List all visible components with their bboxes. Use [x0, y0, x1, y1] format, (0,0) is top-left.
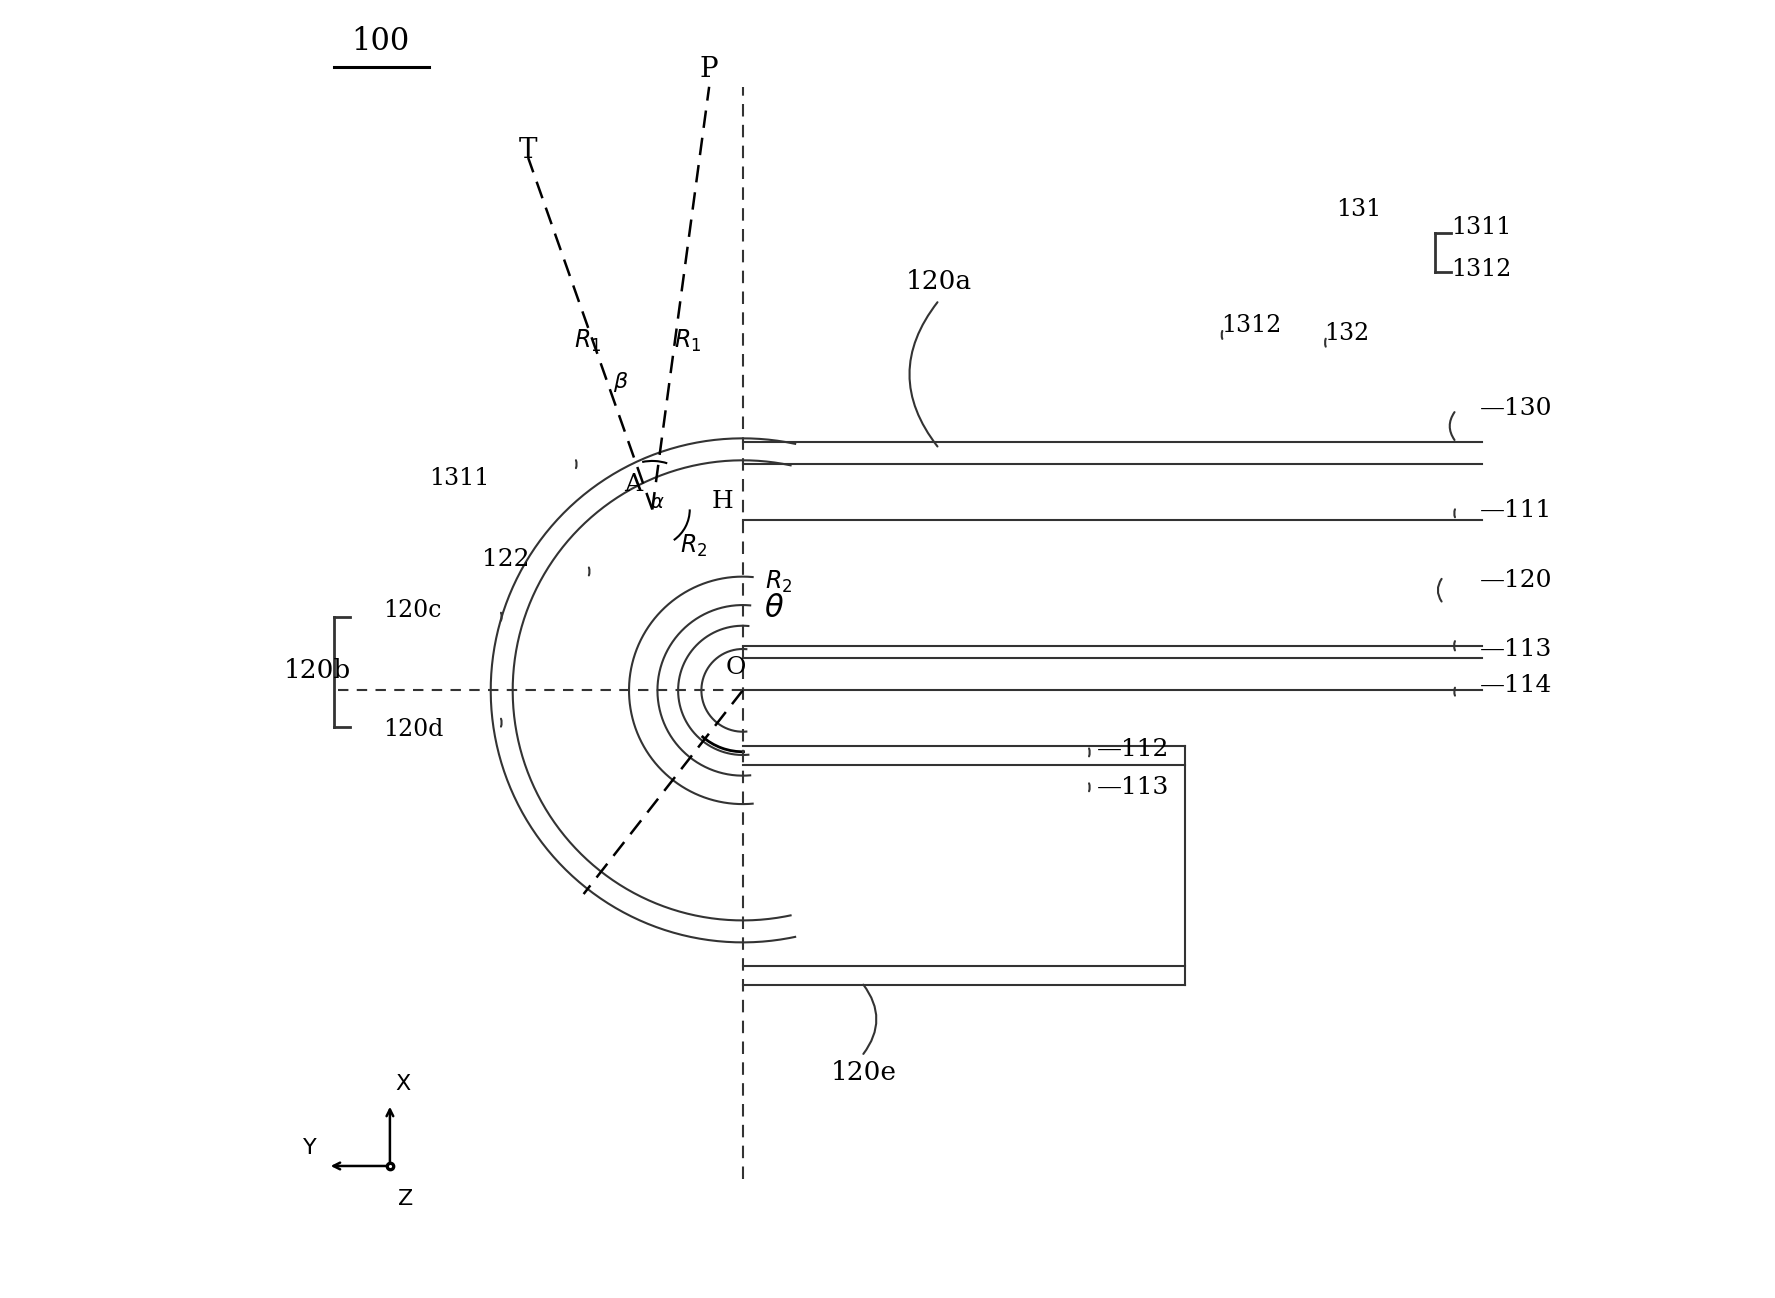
Text: 120c: 120c — [383, 598, 442, 622]
Text: O: O — [726, 655, 747, 679]
Text: $R_2$: $R_2$ — [765, 569, 793, 594]
Text: X: X — [396, 1073, 410, 1094]
Text: T: T — [518, 138, 538, 165]
Text: —130: —130 — [1479, 397, 1551, 421]
Text: $\theta$: $\theta$ — [763, 594, 785, 623]
Text: 1311: 1311 — [430, 467, 490, 489]
Text: —112: —112 — [1097, 739, 1170, 762]
Text: 120a: 120a — [905, 269, 973, 293]
Text: 1312: 1312 — [1450, 257, 1511, 280]
Text: 120b: 120b — [284, 658, 351, 684]
Text: —120: —120 — [1479, 569, 1551, 592]
Text: 1312: 1312 — [1221, 314, 1282, 337]
Text: 122: 122 — [483, 549, 531, 571]
Text: H: H — [712, 491, 733, 513]
Text: $R_2$: $R_2$ — [680, 532, 706, 558]
Text: P: P — [699, 56, 719, 83]
Text: $R_1$: $R_1$ — [573, 328, 602, 354]
Text: $\beta$: $\beta$ — [614, 370, 628, 395]
Text: $R_1$: $R_1$ — [673, 328, 701, 354]
Text: Y: Y — [304, 1138, 316, 1158]
Text: 120d: 120d — [383, 718, 444, 741]
Text: A: A — [623, 474, 643, 497]
Text: —113: —113 — [1479, 637, 1551, 661]
Text: —114: —114 — [1479, 674, 1551, 697]
Text: —111: —111 — [1479, 500, 1551, 522]
Text: 120e: 120e — [831, 1060, 896, 1085]
Text: 1311: 1311 — [1450, 217, 1511, 239]
Text: 131: 131 — [1337, 199, 1381, 221]
Text: Z: Z — [398, 1189, 414, 1210]
Text: $\alpha$: $\alpha$ — [650, 493, 664, 511]
Text: 100: 100 — [351, 26, 410, 57]
Text: 132: 132 — [1324, 322, 1370, 345]
Text: —113: —113 — [1097, 776, 1170, 798]
